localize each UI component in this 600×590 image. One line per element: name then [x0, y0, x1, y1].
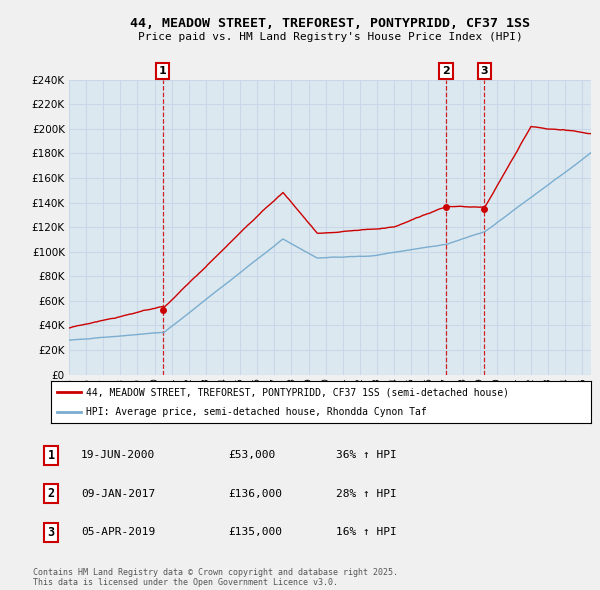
- Text: 2: 2: [442, 66, 450, 76]
- Text: 05-APR-2019: 05-APR-2019: [81, 527, 155, 537]
- Text: 44, MEADOW STREET, TREFOREST, PONTYPRIDD, CF37 1SS (semi-detached house): 44, MEADOW STREET, TREFOREST, PONTYPRIDD…: [86, 387, 509, 397]
- Text: 16% ↑ HPI: 16% ↑ HPI: [336, 527, 397, 537]
- Text: £136,000: £136,000: [228, 489, 282, 499]
- Text: 2: 2: [47, 487, 55, 500]
- Text: 19-JUN-2000: 19-JUN-2000: [81, 451, 155, 460]
- Text: 36% ↑ HPI: 36% ↑ HPI: [336, 451, 397, 460]
- Text: £53,000: £53,000: [228, 451, 275, 460]
- Text: £135,000: £135,000: [228, 527, 282, 537]
- Text: 44, MEADOW STREET, TREFOREST, PONTYPRIDD, CF37 1SS: 44, MEADOW STREET, TREFOREST, PONTYPRIDD…: [130, 17, 530, 30]
- Text: 3: 3: [47, 526, 55, 539]
- Text: Contains HM Land Registry data © Crown copyright and database right 2025.
This d: Contains HM Land Registry data © Crown c…: [33, 568, 398, 587]
- Text: 1: 1: [159, 66, 166, 76]
- Text: 28% ↑ HPI: 28% ↑ HPI: [336, 489, 397, 499]
- Text: 1: 1: [47, 449, 55, 462]
- Text: 3: 3: [481, 66, 488, 76]
- Text: 09-JAN-2017: 09-JAN-2017: [81, 489, 155, 499]
- Text: HPI: Average price, semi-detached house, Rhondda Cynon Taf: HPI: Average price, semi-detached house,…: [86, 407, 427, 417]
- Text: Price paid vs. HM Land Registry's House Price Index (HPI): Price paid vs. HM Land Registry's House …: [137, 32, 523, 42]
